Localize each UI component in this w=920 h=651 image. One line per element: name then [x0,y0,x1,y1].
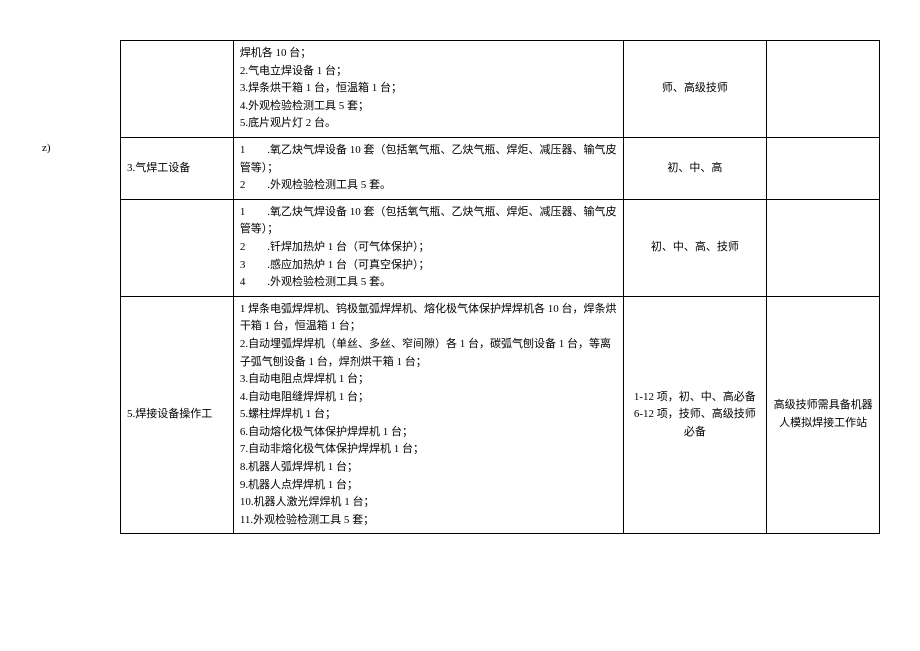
desc-line: 1 焊条电弧焊焊机、钨极氩弧焊焊机、熔化极气体保护焊焊机各 10 台，焊条烘干箱… [240,301,617,336]
cell-note [767,41,880,138]
desc-line: 1 .氧乙炔气焊设备 10 套（包括氧气瓶、乙炔气瓶、焊炬、减压器、输气皮管等）… [240,204,617,239]
desc-line: 10.机器人激光焊焊机 1 台； [240,494,617,512]
desc-line: 9.机器人点焊焊机 1 台； [240,477,617,495]
cell-level: 初、中、高、技师 [623,199,767,296]
cell-level: 初、中、高 [623,137,767,199]
cell-desc: 1 .氧乙炔气焊设备 10 套（包括氧气瓶、乙炔气瓶、焊炬、减压器、输气皮管等）… [233,137,623,199]
cell-level: 1-12 项，初、中、高必备 6-12 项，技师、高级技师必备 [623,296,767,534]
desc-line: 6.自动熔化极气体保护焊焊机 1 台； [240,424,617,442]
desc-line: 2.气电立焊设备 1 台； [240,63,617,81]
table-row: 1 .氧乙炔气焊设备 10 套（包括氧气瓶、乙炔气瓶、焊炬、减压器、输气皮管等）… [121,199,880,296]
table-row: 3.气焊工设备 1 .氧乙炔气焊设备 10 套（包括氧气瓶、乙炔气瓶、焊炬、减压… [121,137,880,199]
equipment-table: 焊机各 10 台； 2.气电立焊设备 1 台； 3.焊条烘干箱 1 台，恒温箱 … [120,40,880,534]
cell-note [767,137,880,199]
cell-name [121,41,234,138]
desc-line: 4.外观检验检测工具 5 套； [240,98,617,116]
desc-line: 4 .外观检验检测工具 5 套。 [240,274,617,292]
desc-line: 3.焊条烘干箱 1 台，恒温箱 1 台； [240,80,617,98]
cell-name: 5.焊接设备操作工 [121,296,234,534]
page-marker: z) [42,142,51,154]
desc-line: 焊机各 10 台； [240,45,617,63]
table-row: 焊机各 10 台； 2.气电立焊设备 1 台； 3.焊条烘干箱 1 台，恒温箱 … [121,41,880,138]
cell-level: 师、高级技师 [623,41,767,138]
desc-line: 1 .氧乙炔气焊设备 10 套（包括氧气瓶、乙炔气瓶、焊炬、减压器、输气皮管等）… [240,142,617,177]
table-row: 5.焊接设备操作工 1 焊条电弧焊焊机、钨极氩弧焊焊机、熔化极气体保护焊焊机各 … [121,296,880,534]
desc-line: 5.螺柱焊焊机 1 台； [240,406,617,424]
desc-line: 3 .感应加热炉 1 台（可真空保护）； [240,257,617,275]
desc-line: 5.底片观片灯 2 台。 [240,115,617,133]
desc-line: 3.自动电阻点焊焊机 1 台； [240,371,617,389]
cell-desc: 1 焊条电弧焊焊机、钨极氩弧焊焊机、熔化极气体保护焊焊机各 10 台，焊条烘干箱… [233,296,623,534]
cell-name: 3.气焊工设备 [121,137,234,199]
cell-desc: 焊机各 10 台； 2.气电立焊设备 1 台； 3.焊条烘干箱 1 台，恒温箱 … [233,41,623,138]
desc-line: 7.自动非熔化极气体保护焊焊机 1 台； [240,441,617,459]
desc-line: 11.外观检验检测工具 5 套； [240,512,617,530]
cell-note [767,199,880,296]
cell-note: 高级技师需具备机器人模拟焊接工作站 [767,296,880,534]
desc-line: 2.自动埋弧焊焊机（单丝、多丝、窄间隙）各 1 台，碳弧气刨设备 1 台，等离子… [240,336,617,371]
desc-line: 2 .外观检验检测工具 5 套。 [240,177,617,195]
desc-line: 2 .钎焊加热炉 1 台（可气体保护）； [240,239,617,257]
cell-desc: 1 .氧乙炔气焊设备 10 套（包括氧气瓶、乙炔气瓶、焊炬、减压器、输气皮管等）… [233,199,623,296]
desc-line: 4.自动电阻缝焊焊机 1 台； [240,389,617,407]
cell-name [121,199,234,296]
desc-line: 8.机器人弧焊焊机 1 台； [240,459,617,477]
table-container: 焊机各 10 台； 2.气电立焊设备 1 台； 3.焊条烘干箱 1 台，恒温箱 … [120,40,880,534]
